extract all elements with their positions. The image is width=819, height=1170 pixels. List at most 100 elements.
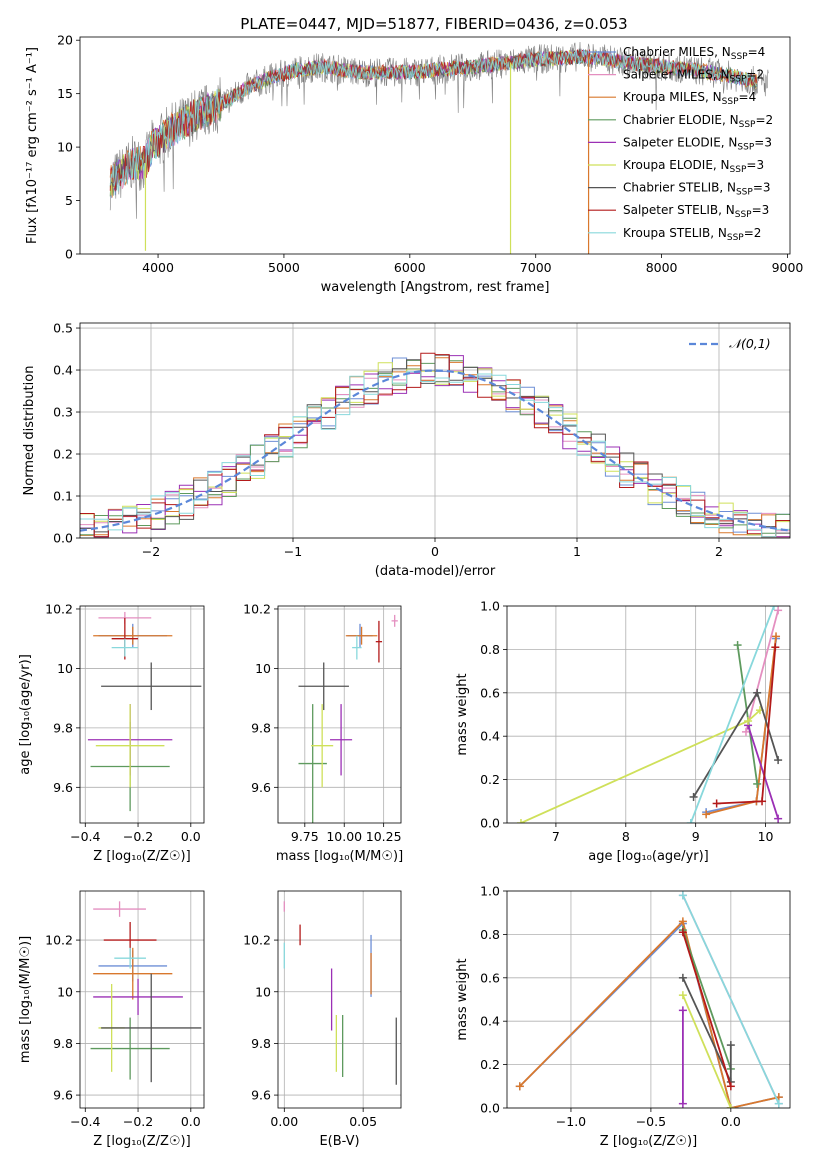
axes-frame	[79, 890, 205, 1109]
series-line	[682, 929, 732, 1070]
error-bar-point	[111, 638, 139, 657]
plot-area	[516, 606, 783, 823]
x-axis-label: E(B-V)	[319, 1134, 359, 1149]
y-tick-label: 10	[57, 140, 73, 155]
error-bar-point	[95, 704, 165, 788]
x-axis-label: age [log₁₀(age/yr)]	[588, 849, 709, 864]
x-tick-label: 9	[692, 829, 700, 844]
x-tick-label: 1	[573, 544, 581, 559]
y-tick-label: 0.6	[480, 685, 500, 700]
legend-entry-label: Kroupa STELIB, NSSP=2	[623, 226, 761, 243]
x-tick-label: −0.4	[70, 829, 100, 844]
error-bar-point	[93, 947, 173, 1000]
legend-entry-label: Chabrier STELIB, NSSP=3	[623, 181, 771, 198]
legend-entry-label: Salpeter STELIB, NSSP=3	[623, 203, 769, 220]
series-marker	[733, 641, 742, 650]
error-bar-point	[352, 635, 362, 660]
error-bar-point	[93, 901, 146, 917]
error-bar-point	[114, 947, 146, 969]
x-tick-label: 4000	[142, 260, 174, 275]
y-tick-label: 15	[57, 86, 73, 101]
x-tick-label: 5000	[268, 260, 300, 275]
panel-mw-age: 7 8 9 10 0.0 0.2 0.4 0.6 0.8 1.0 age [log₁₀(age/yr…	[455, 599, 791, 864]
error-bar-point	[311, 704, 334, 788]
plot-area	[90, 901, 202, 1083]
series-marker	[689, 792, 698, 801]
y-axis-label: mass weight	[455, 673, 470, 755]
y-tick-label: 0.0	[53, 531, 73, 546]
x-tick-label: −0.5	[636, 1114, 666, 1129]
series-marker	[678, 1099, 687, 1108]
y-tick-label: 10	[57, 661, 73, 676]
panel-residuals: −2 −1 0 1 2 0.0 0.1 0.2 0.3 0.4 0.5 (data-model)/er…	[22, 321, 791, 579]
y-tick-label: 10.2	[243, 933, 271, 948]
x-tick-label: −2	[142, 544, 160, 559]
legend-entry-label: Kroupa MILES, NSSP=4	[623, 90, 756, 107]
series-marker	[774, 1099, 783, 1108]
y-tick-label: 10.2	[45, 601, 73, 616]
error-bar-point	[93, 978, 183, 1015]
y-tick-label: 0.5	[53, 321, 73, 336]
y-tick-label: 9.6	[53, 1088, 73, 1103]
series-line	[736, 644, 759, 785]
series-line	[519, 921, 779, 1108]
y-tick-label: 10.2	[243, 601, 271, 616]
x-axis-label: Z [log₁₀(Z/Z☉)]	[600, 1134, 697, 1149]
x-tick-label: 9000	[772, 260, 804, 275]
error-bar-point	[101, 973, 202, 1083]
normal-curve	[80, 369, 790, 532]
x-tick-label: 0.00	[270, 1114, 298, 1129]
axes-frame	[79, 605, 205, 824]
spectrum-legend: Chabrier MILES, NSSP=4 Salpeter MILES, NS…	[588, 45, 773, 243]
series-marker	[678, 973, 687, 982]
plot-area	[109, 41, 769, 254]
series-marker	[678, 891, 687, 900]
y-tick-label: 0.0	[480, 816, 500, 831]
y-tick-label: 0.2	[53, 447, 73, 462]
axes-frame	[277, 605, 402, 824]
x-tick-label: 7	[552, 829, 560, 844]
y-tick-label: 9.6	[53, 780, 73, 795]
y-tick-label: 10	[57, 984, 73, 999]
axes-frame	[506, 605, 791, 824]
x-tick-label: −0.2	[123, 1114, 153, 1129]
error-bar-point	[391, 614, 398, 627]
x-axis-label: mass [log₁₀(M/M☉)]	[276, 849, 403, 864]
y-tick-label: 9.8	[53, 720, 73, 735]
y-tick-label: 0.6	[480, 970, 500, 985]
y-tick-label: 0.1	[53, 489, 73, 504]
error-bar-point	[93, 626, 173, 645]
x-tick-label: 10.25	[366, 829, 402, 844]
panel-age-Z: −0.4 −0.2 0.0 9.6 9.8 10 10.2 Z [log₁₀(Z/Z☉)] ag…	[18, 601, 205, 864]
y-axis-label: age [log₁₀(age/yr)]	[18, 654, 33, 775]
series-marker	[758, 797, 767, 806]
histogram-step	[80, 354, 790, 534]
y-tick-label: 0.4	[53, 363, 73, 378]
x-tick-label: −0.2	[123, 829, 153, 844]
series-marker	[515, 1082, 524, 1091]
x-tick-label: −1	[284, 544, 302, 559]
y-tick-label: 0.8	[480, 642, 500, 657]
panel-mass-EBV: 0.00 0.05 9.6 9.8 10 10.2 E(B-V)	[243, 890, 402, 1149]
series-marker	[741, 727, 750, 736]
y-axis-label: mass weight	[455, 958, 470, 1040]
series-marker	[678, 917, 687, 926]
x-tick-label: 2	[715, 544, 723, 559]
x-tick-label: 10	[758, 829, 774, 844]
x-tick-label: 0.0	[721, 1114, 741, 1129]
series-marker	[753, 688, 762, 697]
x-tick-label: 6000	[394, 260, 426, 275]
series-marker	[774, 606, 783, 615]
series-line	[682, 994, 732, 1108]
y-tick-label: 1.0	[480, 884, 500, 899]
plot-area	[298, 614, 398, 823]
y-tick-label: 0.2	[480, 772, 500, 787]
x-tick-label: 10.00	[326, 829, 362, 844]
series-marker	[726, 1082, 735, 1091]
series-marker	[726, 1104, 735, 1108]
series-line	[520, 709, 761, 823]
y-tick-label: 9.6	[251, 780, 271, 795]
error-bar-point	[375, 620, 383, 663]
series-line	[747, 725, 779, 819]
y-tick-label: 9.6	[251, 1088, 271, 1103]
